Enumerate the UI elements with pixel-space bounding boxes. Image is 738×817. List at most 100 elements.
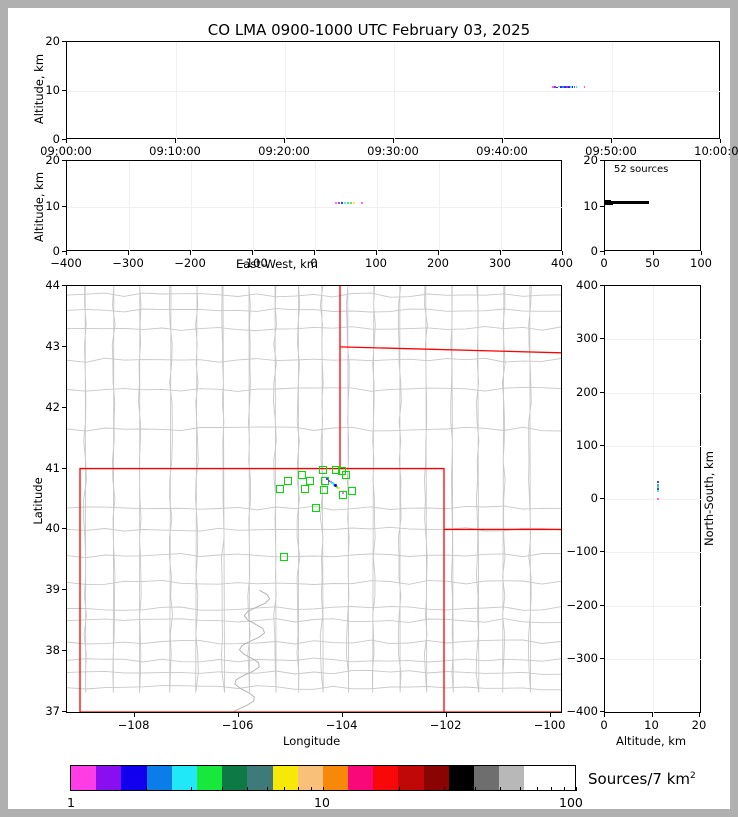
time-xtick-label: 09:10:00	[149, 144, 201, 158]
ew-xtick	[314, 251, 315, 255]
colorbar[interactable]	[70, 765, 576, 791]
ew-xtick-label: −400	[50, 256, 82, 270]
time-xtick-label: 09:00:00	[40, 144, 92, 158]
time-xtick	[175, 139, 176, 143]
colorbar-caption-exponent: 2	[690, 771, 696, 781]
map-ytick	[62, 285, 66, 286]
ns-gridline	[605, 605, 702, 607]
colorbar-tick	[576, 787, 577, 791]
map-ytick-label: 43	[45, 338, 60, 353]
time-xtick	[393, 139, 394, 143]
colorbar-tick	[519, 787, 521, 791]
map-ytick	[62, 650, 66, 652]
source-point	[657, 481, 660, 484]
lma-station-marker	[311, 503, 320, 512]
ns-ytick-label: 400	[576, 278, 598, 292]
map-xtick-label: −106	[221, 718, 254, 732]
source-point	[329, 480, 332, 484]
source-point	[337, 201, 340, 204]
map-panel[interactable]	[66, 285, 562, 713]
altitude-histogram-panel[interactable]	[604, 160, 701, 251]
ns-xtick-label: 20	[691, 718, 707, 732]
colorbar-segment	[222, 766, 248, 790]
ew-altitude-ytick-label: 0	[52, 244, 60, 258]
colorbar-max-label: 100	[559, 795, 583, 810]
ew-height-panel[interactable]	[66, 160, 563, 252]
map-geography	[67, 286, 561, 712]
colorbar-segment	[96, 766, 122, 790]
colorbar-segment	[524, 766, 550, 790]
map-ytick-label: 38	[45, 643, 60, 658]
colorbar-segment	[448, 766, 474, 790]
colorbar-segment	[423, 766, 449, 790]
altitude-ytick	[62, 139, 66, 140]
hist-bar	[605, 199, 611, 202]
altitude-ytick-label: 10	[45, 83, 60, 97]
colorbar-tick	[443, 787, 445, 791]
ns-ytick	[600, 604, 604, 606]
ns-height-panel[interactable]	[604, 285, 702, 714]
ns-xtick-label: 0	[600, 718, 608, 732]
map-xtick	[445, 713, 447, 717]
lma-station-marker	[276, 485, 285, 494]
ew-xtick-label: 100	[365, 256, 387, 270]
time-height-panel[interactable]	[66, 41, 721, 140]
source-point	[571, 86, 574, 88]
colorbar-tick	[266, 787, 268, 791]
ns-ytick	[600, 391, 604, 393]
source-point	[341, 201, 344, 204]
source-point	[360, 201, 363, 204]
colorbar-segment	[71, 766, 97, 790]
hist-ytick	[600, 160, 604, 161]
ew-altitude-gridline	[67, 206, 563, 208]
colorbar-tick	[551, 787, 553, 791]
hist-ytick-label: 0	[590, 244, 598, 258]
map-xtick-label: −102	[429, 718, 462, 732]
ns-xtick	[699, 713, 700, 717]
map-ytick	[62, 589, 66, 591]
colorbar-segment	[499, 766, 525, 790]
ns-gridline	[605, 552, 702, 554]
hist-bar	[605, 200, 648, 203]
source-point	[573, 86, 576, 88]
ew-altitude-ytick-label: 20	[45, 153, 60, 167]
ns-ytick-label: −200	[566, 597, 598, 612]
source-point	[560, 86, 562, 88]
source-point	[556, 86, 558, 89]
ew-xtick	[252, 251, 253, 255]
colorbar-segment	[196, 766, 223, 790]
ns-ytick	[600, 498, 604, 499]
colorbar-segment	[348, 766, 374, 790]
ns-ytick-label: −100	[566, 544, 598, 559]
altitude-ytick	[62, 41, 66, 42]
time-xtick-label: 09:50:00	[585, 144, 637, 158]
source-point	[575, 86, 578, 88]
ns-height-ylabel: North-South, km	[702, 451, 716, 546]
map-ytick-label: 42	[45, 399, 60, 414]
time-xtick-label: 09:20:00	[258, 144, 310, 158]
hist-ytick	[600, 205, 604, 207]
hist-ytick-label: 10	[583, 198, 598, 213]
map-ytick	[62, 467, 66, 469]
ns-ytick-label: 100	[576, 437, 598, 452]
source-point	[657, 484, 660, 487]
ns-ytick	[600, 338, 604, 340]
map-xtick	[133, 713, 135, 717]
colorbar-tick	[298, 787, 300, 791]
source-point	[569, 86, 572, 88]
source-point	[657, 488, 660, 491]
altitude-gridline	[67, 91, 721, 92]
source-point	[564, 86, 566, 88]
map-ytick	[62, 528, 66, 530]
colorbar-min-label: 1	[67, 795, 75, 810]
source-point	[657, 490, 660, 493]
lma-station-marker	[306, 476, 315, 485]
time-xtick	[284, 139, 285, 143]
ns-gridline	[605, 445, 702, 447]
map-xtick-label: −108	[117, 718, 150, 732]
altitude-ytick-label: 20	[45, 34, 60, 48]
ns-ytick-label: 0	[590, 491, 598, 505]
ew-xtick	[190, 251, 191, 255]
ns-ytick-label: 300	[576, 331, 598, 346]
colorbar-segment	[272, 766, 298, 790]
